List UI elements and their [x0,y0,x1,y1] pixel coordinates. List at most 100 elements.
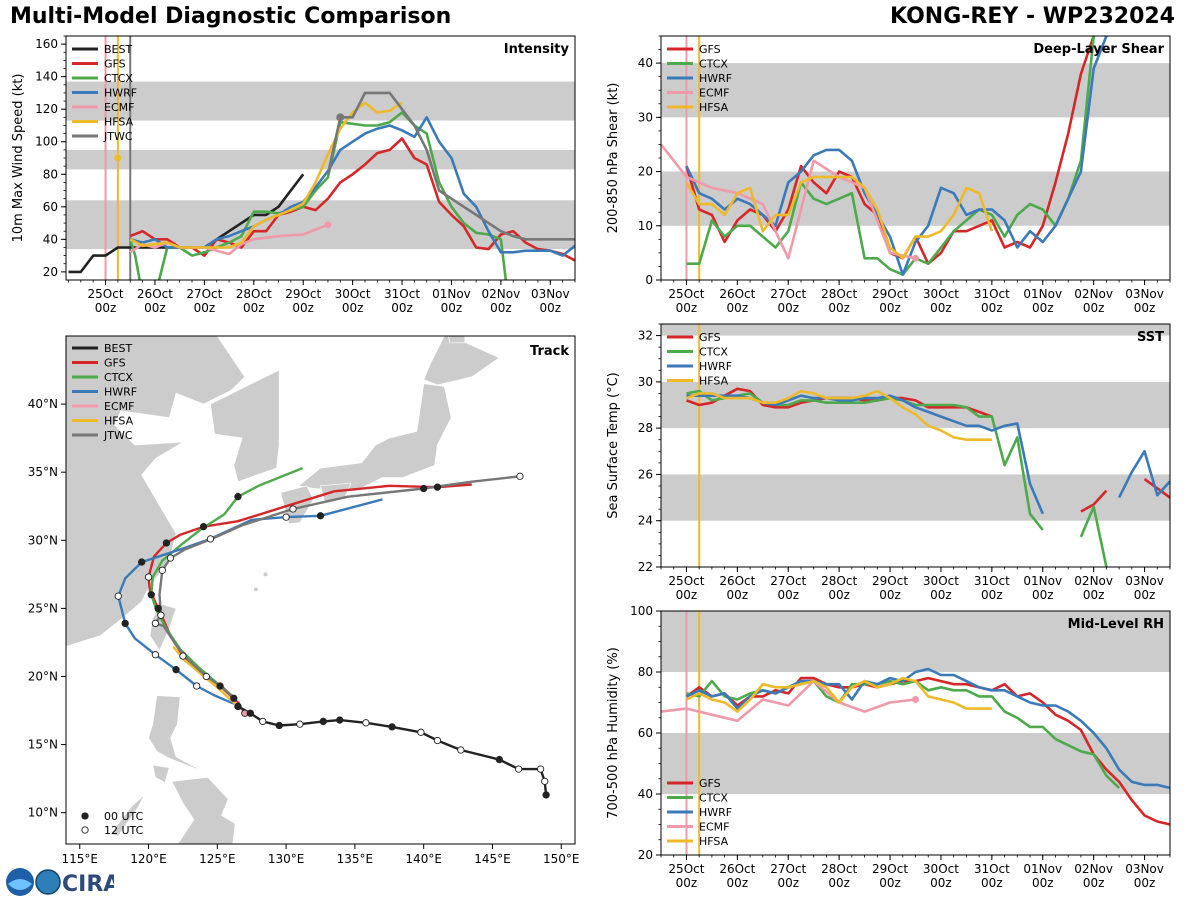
x-tick-label: 29Oct [872,574,908,588]
shaded-band [661,171,1170,226]
rh-panel: 20 40 60 80 100 700-500 hPa Humidity (%) 25Oct… [606,604,1171,890]
x-tick-label: 00z [828,876,850,890]
x-tick-label: 00z [676,588,698,602]
series-line-ecmf [661,143,916,260]
track-marker-hwrf [114,592,122,600]
land-polygon [109,794,145,837]
x-tick-label: 00z [540,301,562,315]
series-line-ecmf [129,223,329,256]
tracks-layer [114,466,550,799]
x-tick-label: 135°E [337,852,374,866]
legend-label-hwrf: HWRF [104,87,137,100]
track-marker-best [536,765,545,773]
legend-label-jtwc: JTWC [103,429,133,442]
x-tick-label: 27Oct [770,287,806,301]
ecmf-end-marker [912,254,919,262]
y-tick-label: 20°N [28,669,58,683]
track-marker-best [388,723,396,731]
x-tick-label: 00z [95,301,117,315]
legend-marker-label: 00 UTC [104,810,144,823]
series-line-ecmf [661,679,916,723]
x-tick-label: 03Nov [1125,862,1164,876]
x-tick-label: 27Oct [770,862,806,876]
x-tick-label: 00z [1032,588,1054,602]
y-tick-label: 30 [638,375,653,389]
track-marker-gfs [162,539,171,547]
x-tick-label: 31Oct [974,862,1010,876]
track-marker-jtwc [166,554,175,562]
series-group [686,387,1170,567]
legend-label-gfs: GFS [104,357,126,370]
track-marker-jtwc [151,619,160,628]
x-tick-label: 00z [292,301,314,315]
series-line-hfsa [685,676,992,713]
x-tick-label: 00z [828,301,850,315]
x-tick-label: 27Oct [770,574,806,588]
legend-label-best: BEST [104,43,132,56]
x-tick-label: 27Oct [186,287,222,301]
track-panel: 115°E 120°E 125°E 130°E 135°E 140°E 145°E 150°E… [28,335,579,866]
x-tick-label: 25Oct [668,862,704,876]
land-polygon [148,695,204,773]
legend-label-ctcx: CTCX [699,58,728,71]
x-tick-label: 28Oct [821,862,857,876]
x-tick-label: 25Oct [668,574,704,588]
x-tick-label: 00z [1134,301,1156,315]
track-marker-best [319,717,327,726]
x-tick-label: 00z [930,588,952,602]
x-tick-label: 00z [930,301,952,315]
track-marker-jtwc [230,694,238,702]
land-polygon [448,336,466,344]
x-tick-label: 29Oct [872,862,908,876]
y-tick-label: 30 [638,110,653,124]
x-tick-label: 00z [194,301,216,315]
track-marker-gfs [433,483,442,491]
x-tick-label: 00z [1032,301,1054,315]
x-tick-label: 00z [879,876,901,890]
y-axis-label: 700-500 hPa Humidity (%) [606,647,621,819]
jtwc-init-marker [336,113,345,122]
plot-frame [65,35,576,281]
panel-title: Intensity [504,42,570,57]
x-tick-label: 01Nov [432,287,471,301]
track-marker-gfs [144,573,153,581]
legend-label-ecmf: ECMF [699,821,729,834]
legend-label-ctcx: CTCX [104,72,133,85]
legend-label-hfsa: HFSA [699,835,729,848]
land-polygon [210,369,280,483]
x-tick-label: 140°E [405,852,442,866]
track-line-best [237,705,548,796]
x-tick-label: 00z [930,876,952,890]
x-tick-label: 28Oct [821,574,857,588]
legend-label-gfs: GFS [699,331,721,344]
track-marker-hwrf [193,682,201,690]
land-polygon [66,336,246,647]
y-tick-label: 80 [638,665,653,679]
hfsa-init-marker [114,154,122,162]
track-marker-best [296,720,304,728]
x-tick-label: 30Oct [923,287,959,301]
y-axis-label: Sea Surface Temp (°C) [606,372,621,519]
x-tick-label: 00z [676,301,698,315]
track-marker-jtwc [158,566,166,574]
island [253,587,258,592]
ecmf-end-marker [912,695,919,703]
track-line-jtwc [154,475,521,700]
track-marker-hwrf [282,513,290,521]
storm-title: KONG-REY - WP232024 [890,4,1175,29]
track-marker-best [275,721,283,730]
x-tick-label: 31Oct [974,287,1010,301]
series-group [661,667,1170,826]
track-marker-best [542,791,550,799]
legend-label-hfsa: HFSA [699,375,729,388]
legend-label-ctcx: CTCX [699,792,728,805]
legend-label-ecmf: ECMF [699,87,729,100]
legend-label-gfs: GFS [699,777,721,790]
track-marker-hwrf [316,512,325,520]
track-marker-gfs [179,652,187,660]
x-tick-label: 00z [879,588,901,602]
